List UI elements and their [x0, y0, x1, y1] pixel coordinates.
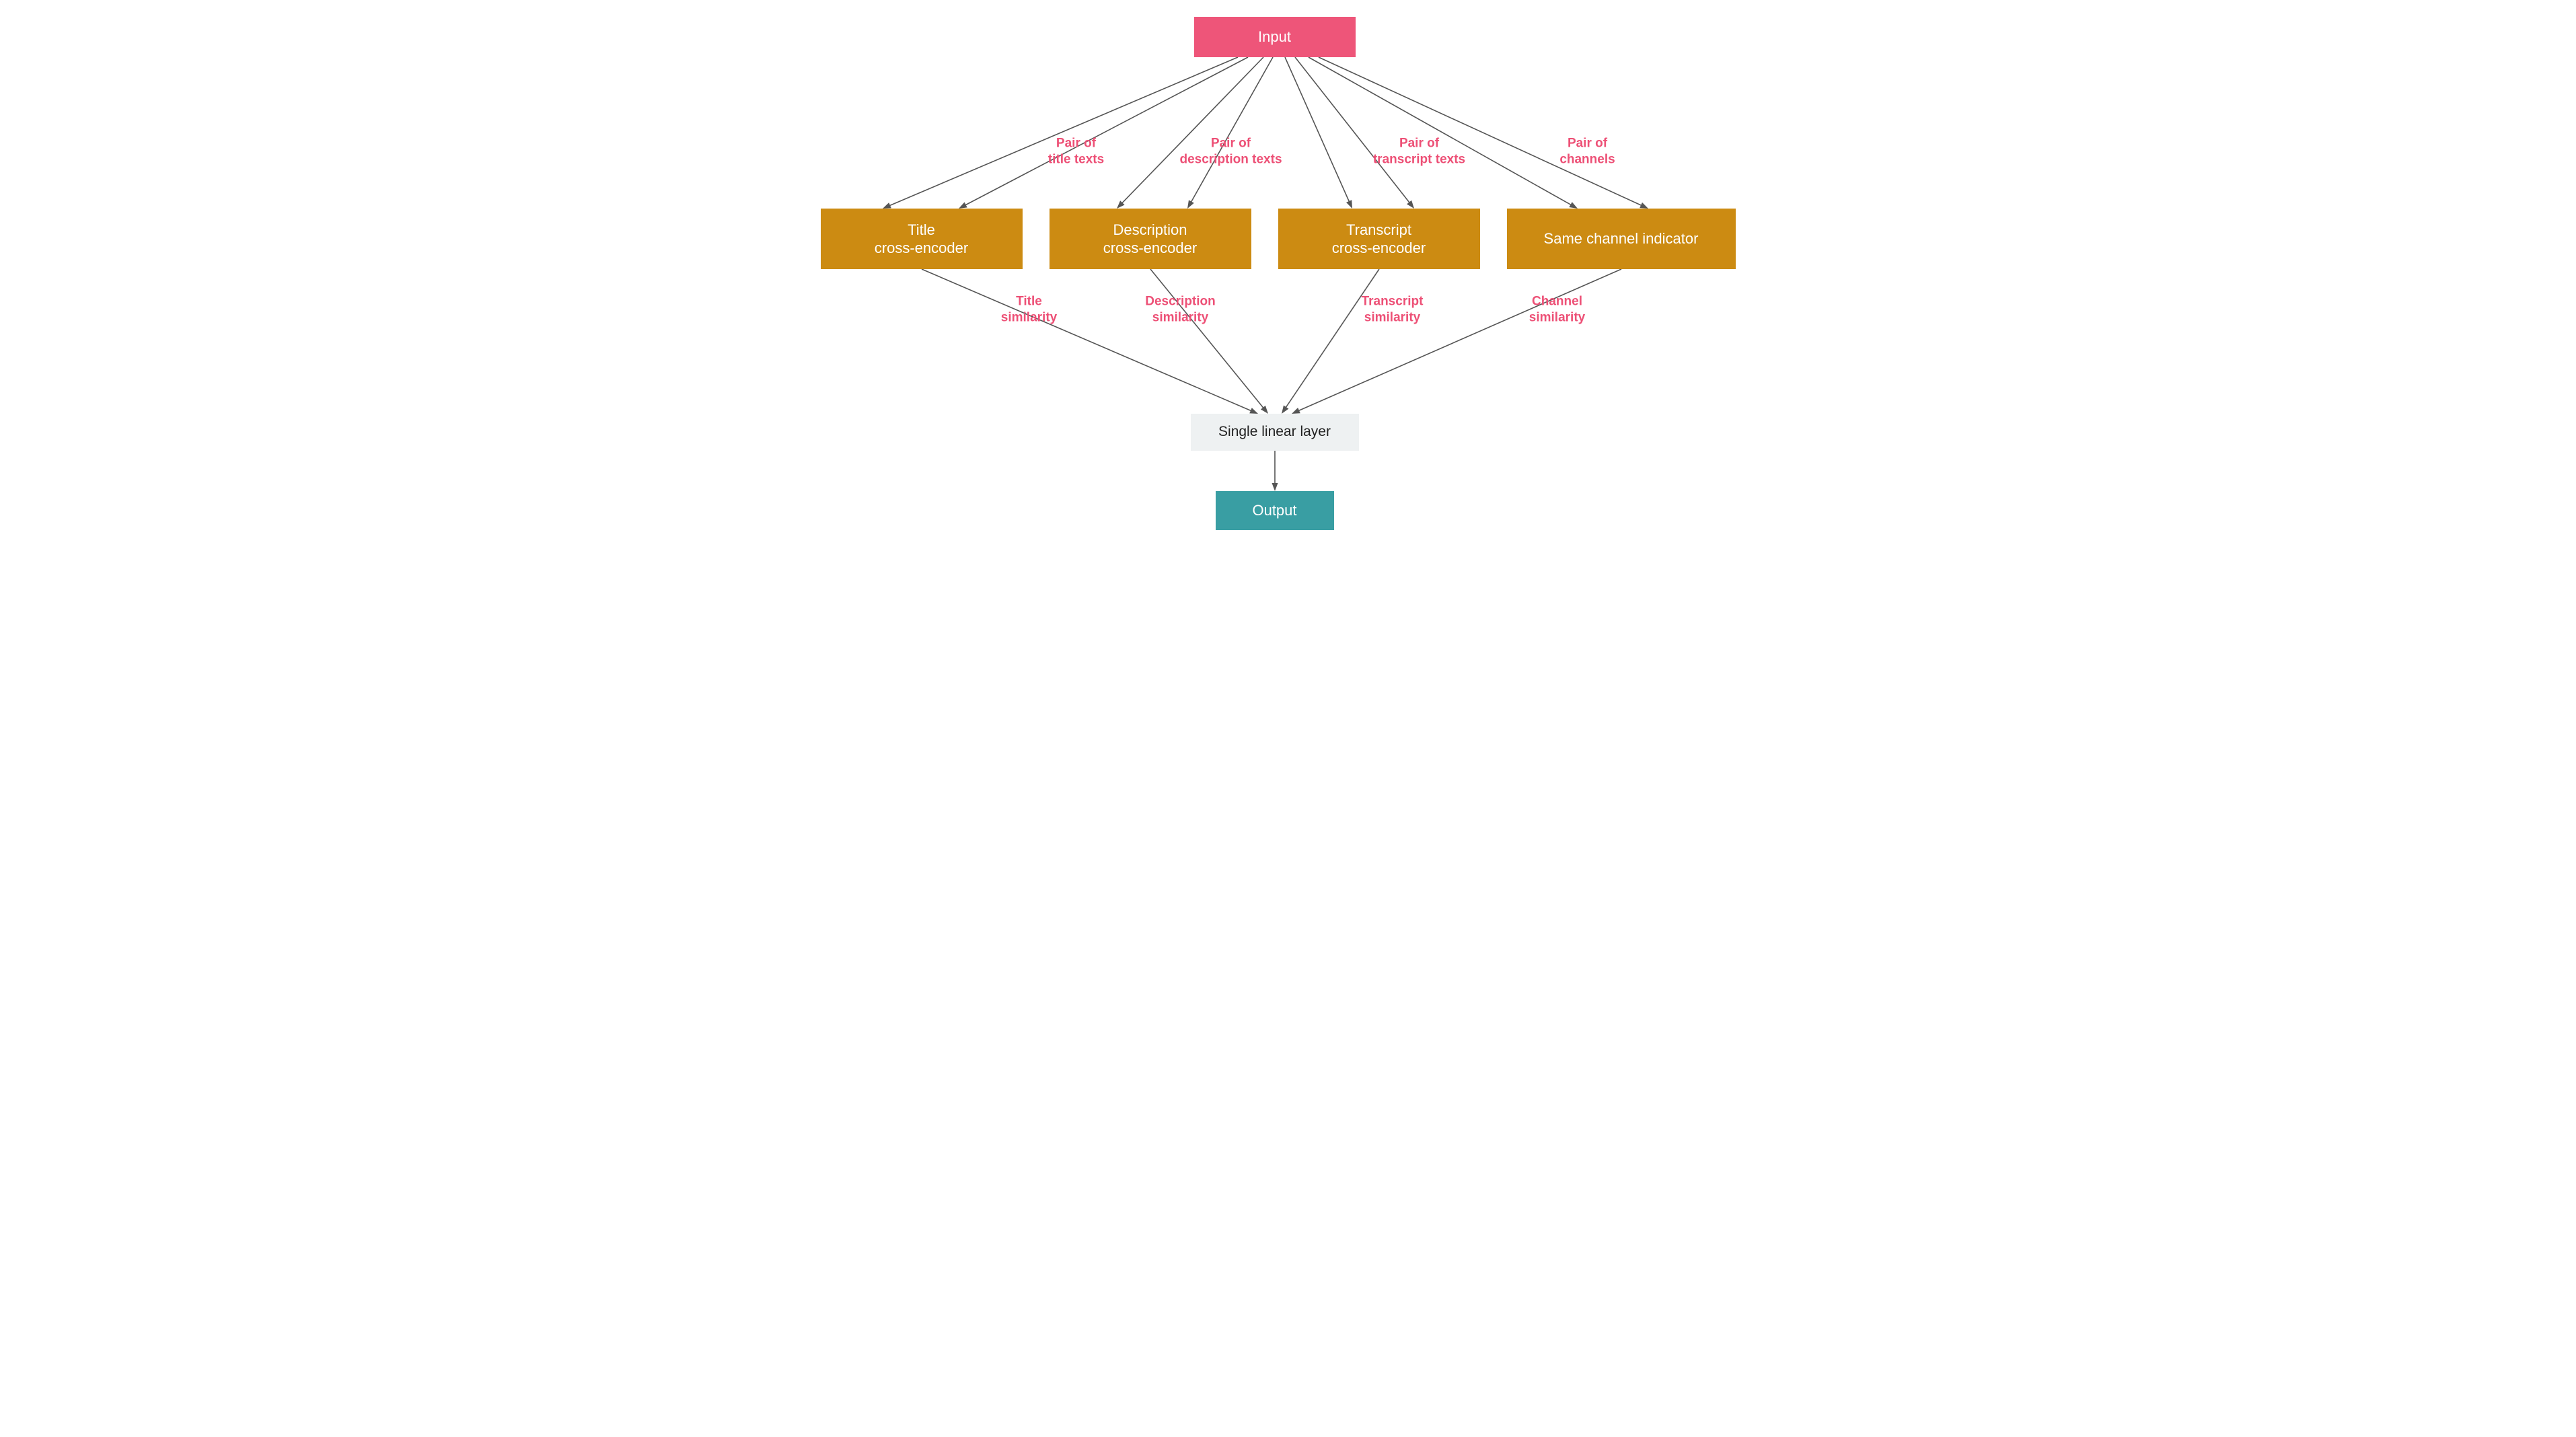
node-transcript-encoder: Transcript cross-encoder [1278, 209, 1480, 269]
label-transcript-pair: Pair of transcript texts [1373, 135, 1465, 168]
node-description-encoder: Description cross-encoder [1050, 209, 1251, 269]
label-description-similarity: Description similarity [1145, 293, 1216, 326]
node-title-encoder: Title cross-encoder [821, 209, 1023, 269]
node-output: Output [1216, 491, 1334, 530]
node-input: Input [1194, 17, 1356, 57]
label-title-similarity: Title similarity [1001, 293, 1057, 326]
label-channel-pair: Pair of channels [1559, 135, 1615, 168]
label-description-pair: Pair of description texts [1179, 135, 1282, 168]
label-title-pair: Pair of title texts [1048, 135, 1104, 168]
label-transcript-similarity: Transcript similarity [1362, 293, 1424, 326]
diagram-canvas: Input Title cross-encoder Description cr… [801, 0, 1776, 545]
label-channel-similarity: Channel similarity [1529, 293, 1585, 326]
node-channel-indicator: Same channel indicator [1507, 209, 1736, 269]
node-linear-layer: Single linear layer [1191, 414, 1359, 451]
edges-layer [801, 0, 1776, 545]
